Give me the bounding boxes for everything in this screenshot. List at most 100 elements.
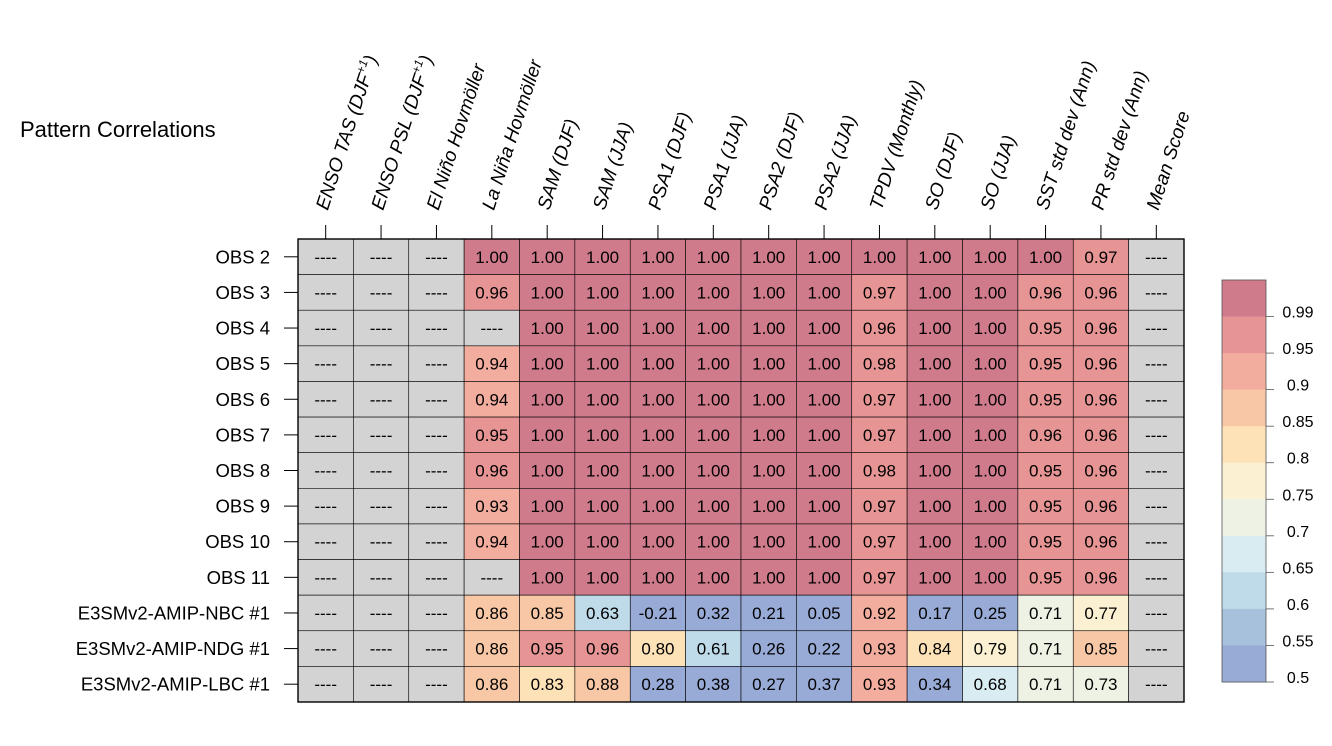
chart-title: Pattern Correlations [20, 117, 216, 142]
cell-value-label: 0.73 [1084, 675, 1117, 694]
colorbar-tick-label: 0.7 [1287, 524, 1309, 541]
column-label: Mean Score [1143, 109, 1195, 213]
cell-value-label: 1.00 [531, 426, 564, 445]
heatmap-cell [297, 274, 354, 311]
cell-value-label: 0.98 [863, 355, 896, 374]
cell-value-label: 0.63 [586, 604, 619, 623]
cell-value-label: 0.94 [475, 355, 508, 374]
cell-value-label: ---- [370, 461, 393, 480]
cell-value-label: ---- [425, 426, 448, 445]
colorbar-swatch [1222, 535, 1266, 573]
heatmap-cell [1017, 309, 1074, 347]
heatmap-cell [962, 594, 1019, 632]
row-label: E3SMv2-AMIP-LBC #1 [81, 674, 270, 695]
cell-value-label: 1.00 [918, 568, 951, 587]
cell-value-label: -0.21 [639, 604, 678, 623]
cell-value-label: ---- [314, 283, 337, 302]
cell-value-label: 0.84 [918, 640, 951, 659]
cell-value-label: 1.00 [697, 390, 730, 409]
cell-value-label: 1.00 [531, 319, 564, 338]
row-label: OBS 7 [216, 424, 271, 445]
colorbar-tick-label: 0.75 [1282, 487, 1313, 504]
cell-value-label: 0.95 [1029, 497, 1062, 516]
heatmap-cell [519, 594, 576, 632]
cell-value-label: 1.00 [697, 426, 730, 445]
heatmap-cell [1072, 630, 1129, 667]
column-label: PR std dev (Ann) [1088, 68, 1153, 212]
cell-value-label: 1.00 [808, 248, 841, 267]
cell-value-label: 0.94 [475, 533, 508, 552]
column-label: ENSO PSL (DJF+1) [365, 52, 438, 213]
heatmap-cell [962, 309, 1019, 347]
heatmap-cell [851, 238, 908, 275]
heatmap-cell [962, 345, 1019, 382]
heatmap-cell [1072, 523, 1129, 560]
cell-value-label: 1.00 [697, 248, 730, 267]
heatmap-cell [297, 488, 354, 525]
heatmap-cell [574, 630, 631, 667]
cell-value-label: 0.38 [697, 675, 730, 694]
cell-value-label: 1.00 [697, 319, 730, 338]
cell-value-label: ---- [1145, 248, 1168, 267]
cell-value-label: 1.00 [974, 355, 1007, 374]
heatmap-cell [851, 666, 908, 703]
colorbar-tick-label: 0.85 [1282, 414, 1313, 431]
heatmap-cell [740, 630, 797, 667]
cell-value-label: ---- [425, 355, 448, 374]
cell-value-label: 1.00 [586, 426, 619, 445]
row-labels: OBS 2 OBS 3 OBS 4 OBS 5 OBS 6 OBS 7 OBS 8 OBS 9… [76, 246, 298, 695]
cell-value-label: 1.00 [641, 248, 674, 267]
heatmap-cell [408, 345, 465, 382]
cell-value-label: 0.37 [808, 675, 841, 694]
cell-value-label: 1.00 [918, 390, 951, 409]
cell-value-label: 0.95 [1029, 390, 1062, 409]
cell-value-label: 1.00 [974, 248, 1007, 267]
cell-value-label: ---- [425, 604, 448, 623]
heatmap-cell [463, 630, 520, 667]
cell-value-label: ---- [480, 568, 503, 587]
colorbar-swatch [1222, 389, 1266, 427]
cell-value-label: 1.00 [641, 426, 674, 445]
heatmap-cell [1017, 345, 1074, 382]
cell-value-label: 1.00 [974, 461, 1007, 480]
cell-value-label: 0.96 [475, 461, 508, 480]
cell-value-label: 1.00 [586, 248, 619, 267]
heatmap-cell [1072, 452, 1129, 489]
heatmap-cell [629, 559, 686, 596]
cell-value-label: 0.86 [475, 675, 508, 694]
heatmap-cell [1072, 381, 1129, 418]
column-labels: ENSO TAS (DJF+1)ENSO PSL (DJF+1)El Niño … [312, 52, 1195, 239]
cell-value-label: ---- [1145, 461, 1168, 480]
cell-value-label: ---- [425, 461, 448, 480]
cell-value-label: 0.97 [863, 283, 896, 302]
heatmap-cell [1128, 416, 1185, 453]
cell-value-label: ---- [1145, 568, 1168, 587]
cell-value-label: 1.00 [808, 461, 841, 480]
row-label: OBS 10 [205, 531, 270, 552]
colorbar-swatch [1222, 426, 1266, 464]
heatmap-cell [574, 523, 631, 560]
cell-value-label: 0.98 [863, 461, 896, 480]
cell-value-label: 1.00 [918, 497, 951, 516]
heatmap-cell [962, 452, 1019, 489]
heatmap-cell [574, 381, 631, 418]
cell-value-label: 1.00 [752, 533, 785, 552]
cell-value-label: ---- [314, 426, 337, 445]
cell-value-label: 1.00 [918, 283, 951, 302]
cell-value-label: 1.00 [641, 461, 674, 480]
cell-value-label: 0.85 [1084, 640, 1117, 659]
heatmap-cell [463, 594, 520, 632]
heatmap-cell [906, 452, 963, 489]
heatmap-cell [851, 523, 908, 560]
row-label: OBS 3 [216, 282, 271, 303]
cell-value-label: ---- [425, 675, 448, 694]
heatmap-cell [629, 488, 686, 525]
cell-value-label: 1.00 [752, 283, 785, 302]
cell-value-label: 0.21 [752, 604, 785, 623]
heatmap-cell [353, 416, 410, 453]
heatmap-cell [796, 274, 853, 311]
cell-value-label: ---- [314, 461, 337, 480]
heatmap-cell [906, 309, 963, 347]
heatmap-cell [297, 559, 354, 596]
